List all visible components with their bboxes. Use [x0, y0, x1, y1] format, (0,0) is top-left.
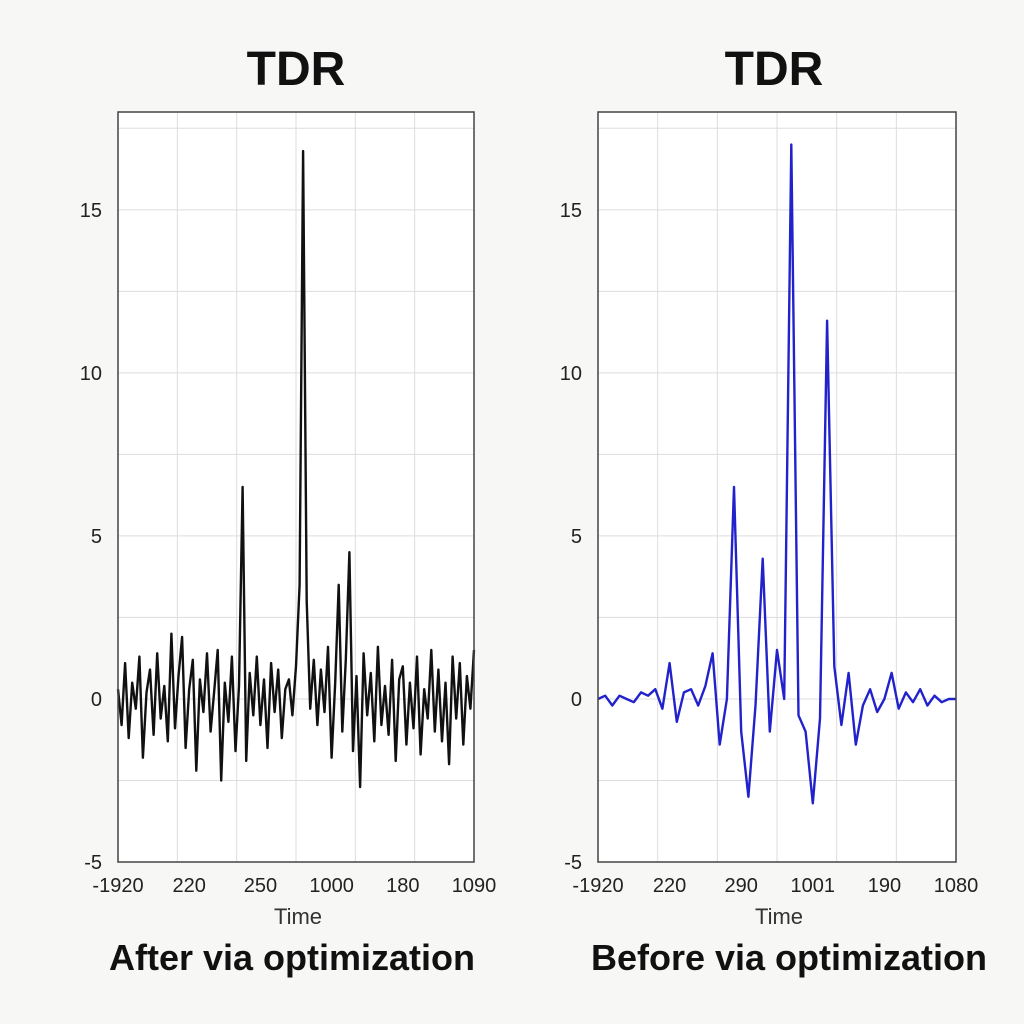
x-tick-label: 220: [653, 875, 686, 897]
chart-caption: After via optimization: [108, 937, 476, 978]
y-tick-label: 0: [91, 689, 102, 711]
tdr-chart-before: 15 10 5 0 -5-1920 220 290 1001 190 1080 Time: [560, 111, 979, 929]
series-line: [597, 143, 956, 805]
x-tick-label: 1001: [791, 875, 836, 897]
axes-frame: [117, 111, 475, 863]
chart-title: TDR: [246, 43, 346, 96]
axes-frame: [597, 111, 957, 863]
panel-after: TDR 15 10 5 0 -5 -1920 220 250 1000 180 1090 Time A…: [80, 43, 497, 978]
x-tick-label: 220: [173, 875, 206, 897]
x-axis-label: Time: [755, 904, 803, 929]
chart-title: TDR: [724, 43, 824, 96]
y-tick-label: -5: [84, 852, 102, 874]
x-tick-label: 190: [868, 875, 901, 897]
chart-caption: Before via optimization: [590, 937, 988, 978]
x-axis-label: Time: [274, 904, 322, 929]
series-line: [116, 149, 476, 789]
x-tick-label: 290: [725, 875, 758, 897]
x-tick-label: 1080: [934, 875, 979, 897]
y-tick-label: 10: [80, 363, 102, 385]
panel-before: TDR 15 10 5 0 -5 -1920 220 290 1001 190 1080 Time B…: [512, 0, 1024, 1024]
y-tick-label: 10: [560, 363, 582, 385]
y-tick-label: 5: [91, 526, 102, 548]
y-tick-label: -5: [564, 852, 582, 874]
y-tick-label: 5: [571, 526, 582, 548]
x-tick-label: -1920: [92, 875, 143, 897]
x-tick-label: 1000: [309, 875, 354, 897]
x-tick-label: 250: [244, 875, 277, 897]
tdr-chart-after: 15 10 5 0 -5-1920 220 250 1000 180 1090 Time: [80, 111, 497, 929]
y-tick-label: 0: [571, 689, 582, 711]
x-tick-label: -1920: [572, 875, 623, 897]
x-tick-label: 180: [386, 875, 419, 897]
x-tick-label: 1090: [452, 875, 497, 897]
y-tick-label: 15: [560, 200, 582, 222]
y-tick-label: 15: [80, 200, 102, 222]
